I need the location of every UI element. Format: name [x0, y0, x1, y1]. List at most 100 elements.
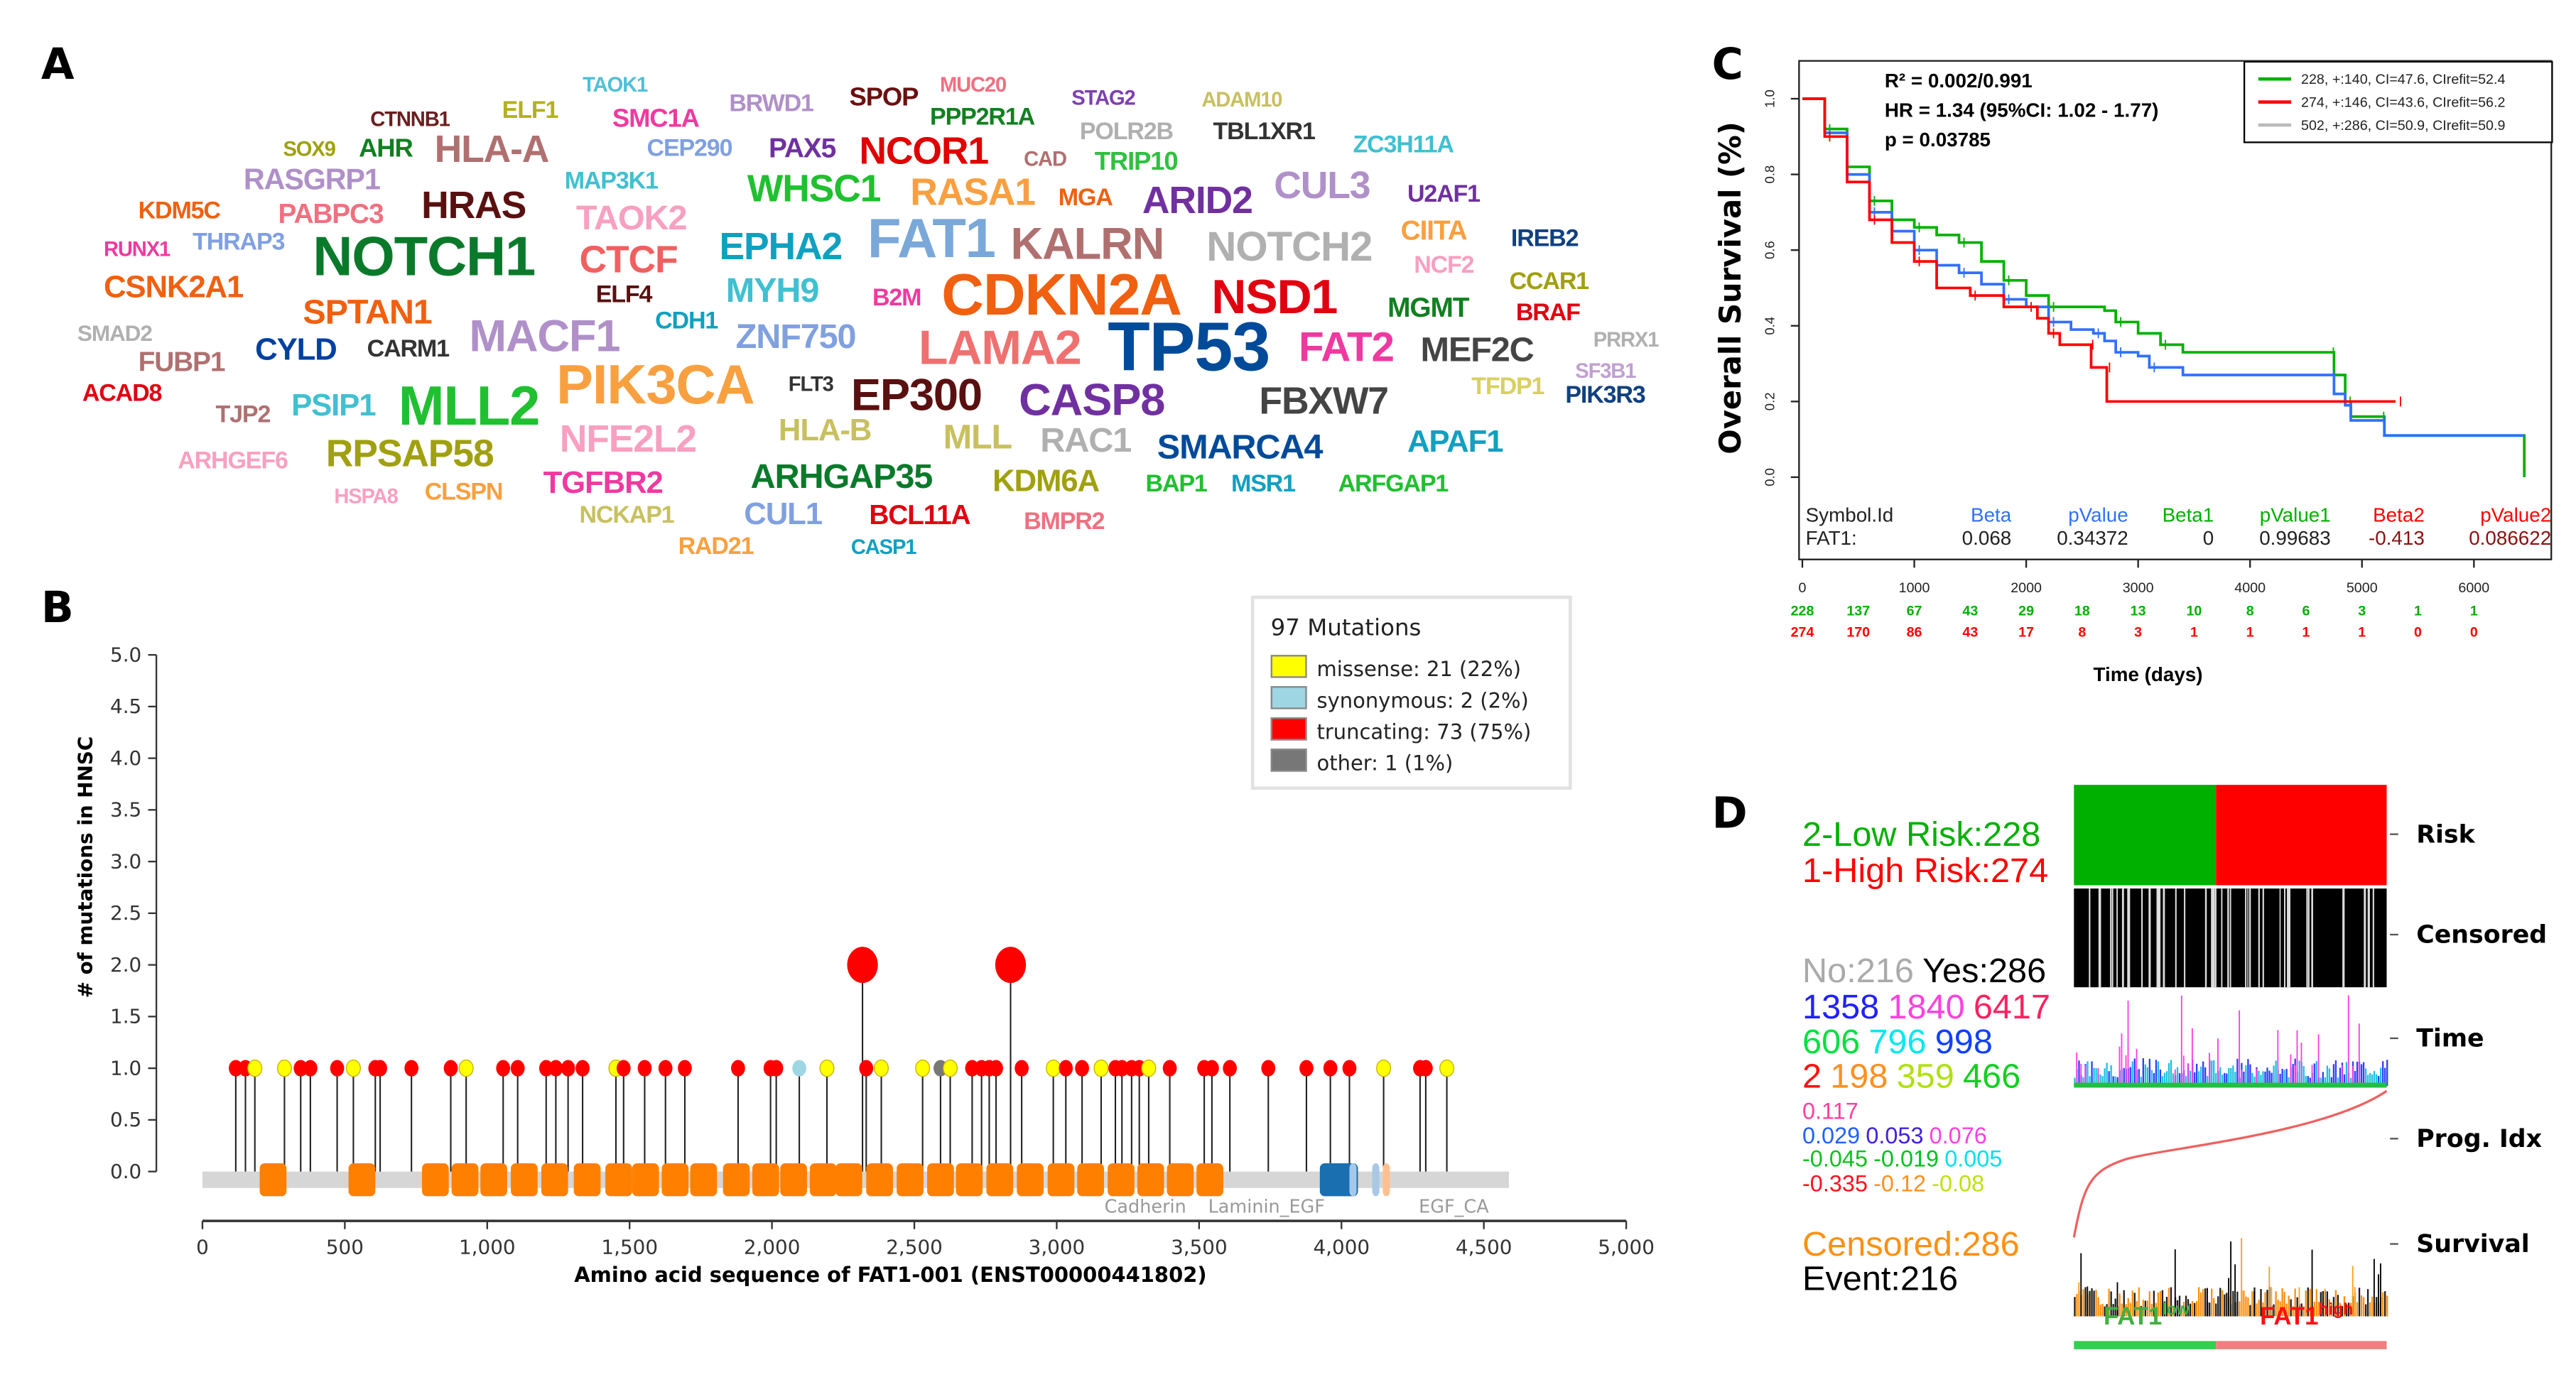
survival-bar [2153, 1290, 2155, 1317]
time-bar [2320, 1077, 2322, 1087]
gene-word: NSD1 [1211, 270, 1338, 325]
survival-bar [2140, 1305, 2142, 1317]
time-bar [2224, 1072, 2226, 1087]
mutation-head-truncating [1014, 1060, 1029, 1077]
survival-bar [2219, 1288, 2221, 1317]
mutation-head-truncating [1342, 1060, 1357, 1077]
mutation-head-truncating [1115, 1060, 1130, 1077]
survival-bar [2136, 1300, 2138, 1317]
time-bar [2352, 1065, 2354, 1087]
gene-word: HLA-B [778, 413, 872, 449]
legend-item-missense: missense: 21 (22%) [1270, 655, 1521, 681]
time-bar [2138, 1069, 2140, 1087]
prog-idx-legend: -0.335 -0.12 -0.08 [1802, 1170, 1990, 1193]
time-bar [2366, 1075, 2369, 1087]
x-tick-label: 3000 [2123, 580, 2154, 596]
censored-gap [2116, 888, 2118, 988]
time-bar [2243, 1071, 2245, 1087]
gene-word: BAP1 [1145, 472, 1208, 499]
gene-word: THRAP3 [193, 229, 285, 256]
gene-word: MLL [943, 418, 1013, 457]
survival-bar [2209, 1302, 2211, 1317]
survival-bar [2187, 1299, 2190, 1317]
time-bar [2334, 1060, 2337, 1087]
survival-bar [2084, 1287, 2087, 1317]
gene-word: CAD [1024, 147, 1067, 171]
censored-gap [2121, 888, 2124, 988]
time-bar [2125, 1055, 2127, 1087]
survival-bar [2110, 1291, 2112, 1317]
gene-word: RASA1 [910, 170, 1036, 213]
gene-word: ELF4 [595, 282, 653, 309]
time-bar [2080, 1063, 2082, 1087]
survival-bar [2108, 1288, 2110, 1317]
gene-word: CIITA [1400, 214, 1468, 246]
time-bar [2114, 1076, 2116, 1087]
time-legend-value: 796 [1868, 1023, 1927, 1062]
censored-gap [2156, 888, 2158, 988]
survival-bar [2369, 1302, 2371, 1317]
survival-bar [2074, 1297, 2076, 1317]
gene-word: B2M [872, 285, 922, 312]
risk-count-high: 8 [2078, 624, 2087, 641]
censored-gap [2279, 888, 2281, 988]
gene-word: CLSPN [424, 479, 504, 506]
survival-bar [2142, 1300, 2144, 1317]
survival-bar [2264, 1292, 2266, 1317]
mutation-head-truncating [989, 1060, 1003, 1077]
censored-gap [2367, 888, 2370, 988]
time-bar [2104, 1068, 2106, 1087]
gene-word: SOX9 [283, 137, 336, 161]
y-tick-label: 4.5 [110, 695, 141, 718]
censored-gap [2245, 888, 2247, 988]
panel-label-a: A [40, 40, 75, 91]
risk-count-high: 1 [2190, 624, 2198, 641]
survival-bar [2150, 1303, 2153, 1317]
time-legend-value: 1358 [1802, 989, 1880, 1027]
mutation-head-truncating [1075, 1060, 1089, 1077]
survival-bar [2157, 1293, 2160, 1317]
risk-count-low: 67 [1906, 602, 1922, 619]
survival-bar [2104, 1306, 2106, 1317]
gene-word: KDM5C [138, 198, 221, 225]
survival-bar [2332, 1297, 2335, 1317]
survival-bar [2099, 1304, 2101, 1317]
gene-word: APAF1 [1407, 425, 1504, 460]
censored-gap [2184, 888, 2186, 988]
gene-word: ZC3H11A [1353, 132, 1454, 159]
time-bar [2249, 1064, 2251, 1087]
risk-count-high: 17 [2018, 624, 2035, 641]
table-cell: -0.413 [2368, 526, 2425, 550]
time-legend-value: 2 [1802, 1057, 1822, 1097]
time-bar [2322, 1072, 2324, 1087]
censored-gap [2089, 888, 2091, 988]
gene-word: MEF2C [1420, 331, 1534, 370]
x-tick-label: 6000 [2458, 580, 2489, 596]
survival-bar [2163, 1301, 2166, 1317]
gene-word: CUL3 [1274, 163, 1370, 207]
survival-bar [2138, 1289, 2140, 1317]
mutation-head-truncating [1261, 1060, 1276, 1077]
gene-word: SPTAN1 [303, 293, 433, 332]
time-bar [2178, 1073, 2181, 1087]
x-tick-label: 3,000 [1029, 1235, 1086, 1258]
legend-swatch [1270, 686, 1307, 709]
mutation-head-truncating [616, 1060, 631, 1077]
time-bar [2118, 1046, 2121, 1087]
table-header: pValue1 [2259, 503, 2331, 527]
gene-word: SF3B1 [1575, 359, 1636, 384]
gene-word: EP300 [850, 369, 983, 420]
table-header: Symbol.Id [1805, 503, 1894, 527]
survival-bar [2095, 1290, 2097, 1317]
time-bar [2266, 1067, 2268, 1087]
time-bar [2309, 1077, 2311, 1087]
time-bar [2236, 1058, 2239, 1087]
survival-bar [2228, 1278, 2230, 1317]
gene-word: CTCF [579, 237, 678, 281]
time-bar [2296, 1030, 2298, 1087]
time-bar [2382, 1061, 2384, 1087]
survival-bar [2239, 1301, 2241, 1317]
censored-gap [2157, 888, 2160, 988]
